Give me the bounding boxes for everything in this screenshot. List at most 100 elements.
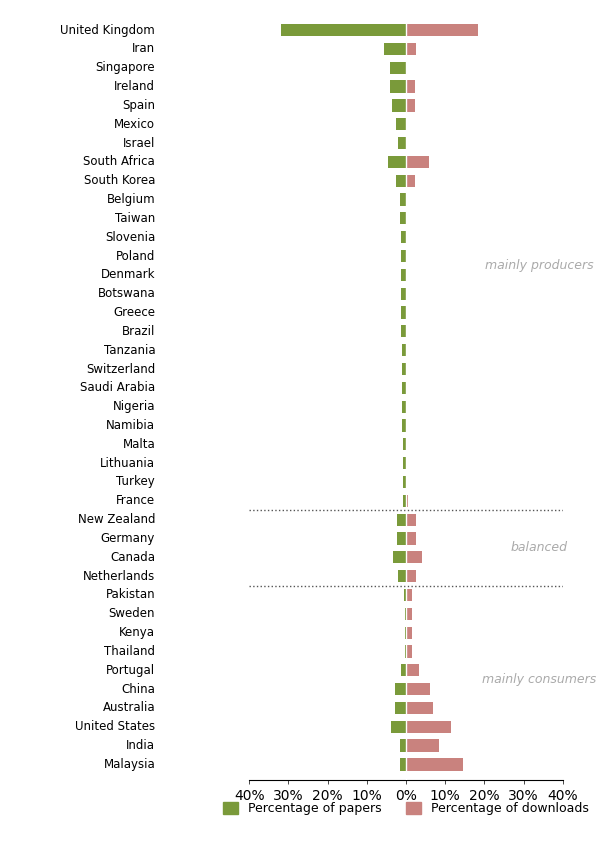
Bar xyxy=(402,419,406,431)
Bar xyxy=(405,607,406,620)
Text: Taiwan: Taiwan xyxy=(115,212,155,225)
Text: Singapore: Singapore xyxy=(95,61,155,74)
Bar xyxy=(406,307,407,319)
Bar xyxy=(406,212,407,224)
Bar xyxy=(401,326,406,338)
Text: mainly consumers: mainly consumers xyxy=(482,673,596,686)
Bar xyxy=(406,269,407,281)
Bar xyxy=(406,476,407,488)
Text: China: China xyxy=(121,683,155,696)
Bar xyxy=(406,231,407,243)
Text: Lithuania: Lithuania xyxy=(100,457,155,470)
Bar xyxy=(402,362,406,375)
Bar xyxy=(406,645,412,658)
Text: Netherlands: Netherlands xyxy=(83,570,155,582)
Bar xyxy=(281,24,406,36)
Text: Kenya: Kenya xyxy=(119,626,155,639)
Bar xyxy=(402,381,406,394)
Text: Switzerland: Switzerland xyxy=(86,362,155,375)
Text: Iran: Iran xyxy=(132,42,155,55)
Text: France: France xyxy=(116,494,155,508)
Bar xyxy=(406,626,412,639)
Bar xyxy=(406,400,407,413)
Text: Saudi Arabia: Saudi Arabia xyxy=(80,381,155,394)
Bar xyxy=(406,326,407,338)
Bar xyxy=(388,155,406,168)
Bar xyxy=(406,570,416,582)
Bar xyxy=(400,758,406,771)
Text: Namibia: Namibia xyxy=(106,419,155,432)
Bar xyxy=(403,457,406,469)
Text: mainly producers: mainly producers xyxy=(485,259,593,272)
Text: Slovenia: Slovenia xyxy=(105,231,155,244)
Text: Thailand: Thailand xyxy=(104,645,155,658)
Bar xyxy=(406,288,407,300)
Bar xyxy=(406,551,422,564)
Bar xyxy=(406,100,415,112)
Text: New Zealand: New Zealand xyxy=(78,513,155,527)
Bar xyxy=(392,100,406,112)
Bar xyxy=(406,174,415,186)
Bar xyxy=(403,476,406,488)
Bar xyxy=(401,664,406,676)
Bar xyxy=(406,664,419,676)
Bar xyxy=(398,137,406,149)
Bar xyxy=(403,438,406,450)
Text: Turkey: Turkey xyxy=(116,476,155,489)
Bar xyxy=(396,174,406,186)
Bar xyxy=(401,269,406,281)
Text: balanced: balanced xyxy=(511,541,568,554)
Bar xyxy=(405,626,406,639)
Bar xyxy=(402,400,406,413)
Text: Pakistan: Pakistan xyxy=(106,588,155,601)
Bar xyxy=(406,740,439,752)
Bar xyxy=(406,514,416,526)
Bar xyxy=(406,118,407,131)
Bar xyxy=(406,24,478,36)
Bar xyxy=(406,362,407,375)
Bar xyxy=(397,514,406,526)
Bar xyxy=(406,438,407,450)
Bar xyxy=(401,307,406,319)
Text: Germany: Germany xyxy=(101,532,155,545)
Bar xyxy=(406,62,407,74)
Bar xyxy=(398,570,406,582)
Text: South Africa: South Africa xyxy=(83,155,155,168)
Bar xyxy=(406,137,407,149)
Bar xyxy=(406,607,412,620)
Text: Spain: Spain xyxy=(122,99,155,112)
Bar xyxy=(396,118,406,131)
Bar xyxy=(406,381,407,394)
Text: Nigeria: Nigeria xyxy=(113,400,155,413)
Bar xyxy=(395,683,406,695)
Bar xyxy=(406,683,430,695)
Bar xyxy=(403,495,406,507)
Text: Malaysia: Malaysia xyxy=(103,758,155,771)
Text: India: India xyxy=(126,739,155,752)
Bar xyxy=(406,589,412,601)
Text: Belgium: Belgium xyxy=(107,193,155,206)
Bar xyxy=(395,702,406,714)
Bar xyxy=(406,155,429,168)
Bar xyxy=(406,533,416,545)
Text: Sweden: Sweden xyxy=(109,607,155,620)
Text: Mexico: Mexico xyxy=(114,118,155,131)
Text: United Kingdom: United Kingdom xyxy=(61,23,155,37)
Bar xyxy=(391,81,406,93)
Bar xyxy=(400,740,406,752)
Bar xyxy=(406,43,416,55)
Bar xyxy=(394,551,406,564)
Bar xyxy=(405,645,406,658)
Bar xyxy=(397,533,406,545)
Bar xyxy=(400,212,406,224)
Bar xyxy=(402,344,406,356)
Text: South Korea: South Korea xyxy=(84,174,155,187)
Legend: Percentage of papers, Percentage of downloads: Percentage of papers, Percentage of down… xyxy=(223,802,589,815)
Text: Ireland: Ireland xyxy=(114,80,155,93)
Text: Greece: Greece xyxy=(113,306,155,319)
Bar xyxy=(406,758,463,771)
Bar xyxy=(406,457,407,469)
Bar xyxy=(404,589,406,601)
Text: Tanzania: Tanzania xyxy=(104,344,155,356)
Bar xyxy=(406,419,407,431)
